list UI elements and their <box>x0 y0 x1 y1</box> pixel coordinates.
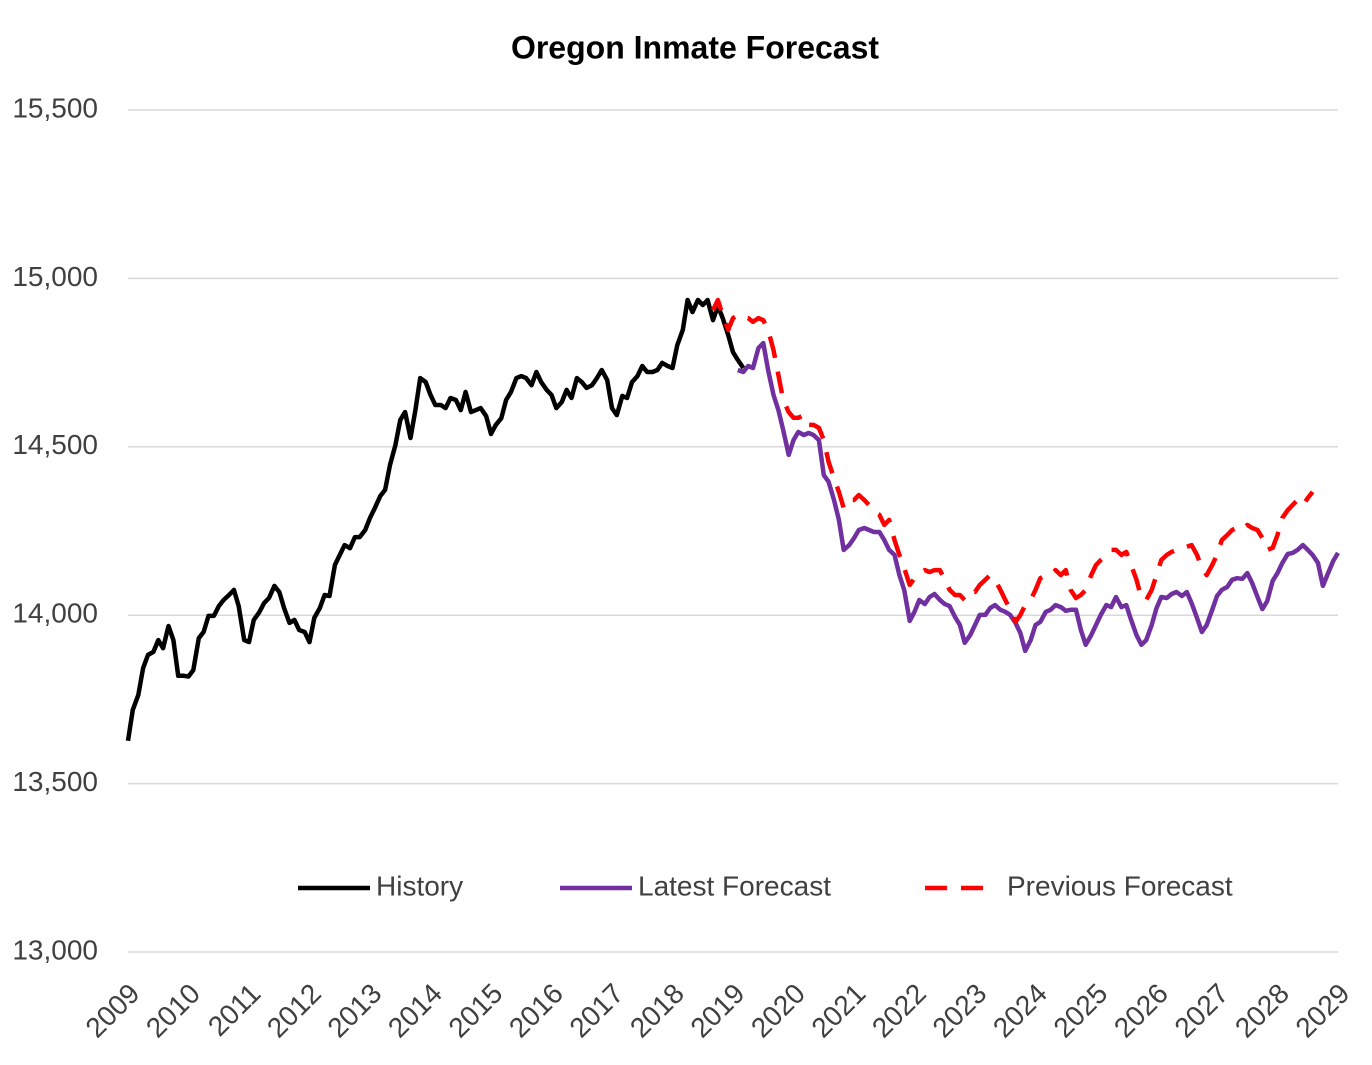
legend-label: Previous Forecast <box>1007 870 1233 901</box>
y-tick-label: 13,000 <box>12 934 98 965</box>
legend-label: History <box>376 870 463 901</box>
y-tick-label: 15,000 <box>12 261 98 292</box>
y-tick-label: 15,500 <box>12 92 98 123</box>
series-line <box>710 297 1315 625</box>
y-tick-label: 14,500 <box>12 429 98 460</box>
chart-title: Oregon Inmate Forecast <box>511 29 879 65</box>
y-tick-label: 14,000 <box>12 598 98 629</box>
series-line <box>125 297 746 742</box>
series-line <box>737 340 1340 654</box>
legend-label: Latest Forecast <box>638 870 831 901</box>
y-tick-label: 13,500 <box>12 766 98 797</box>
